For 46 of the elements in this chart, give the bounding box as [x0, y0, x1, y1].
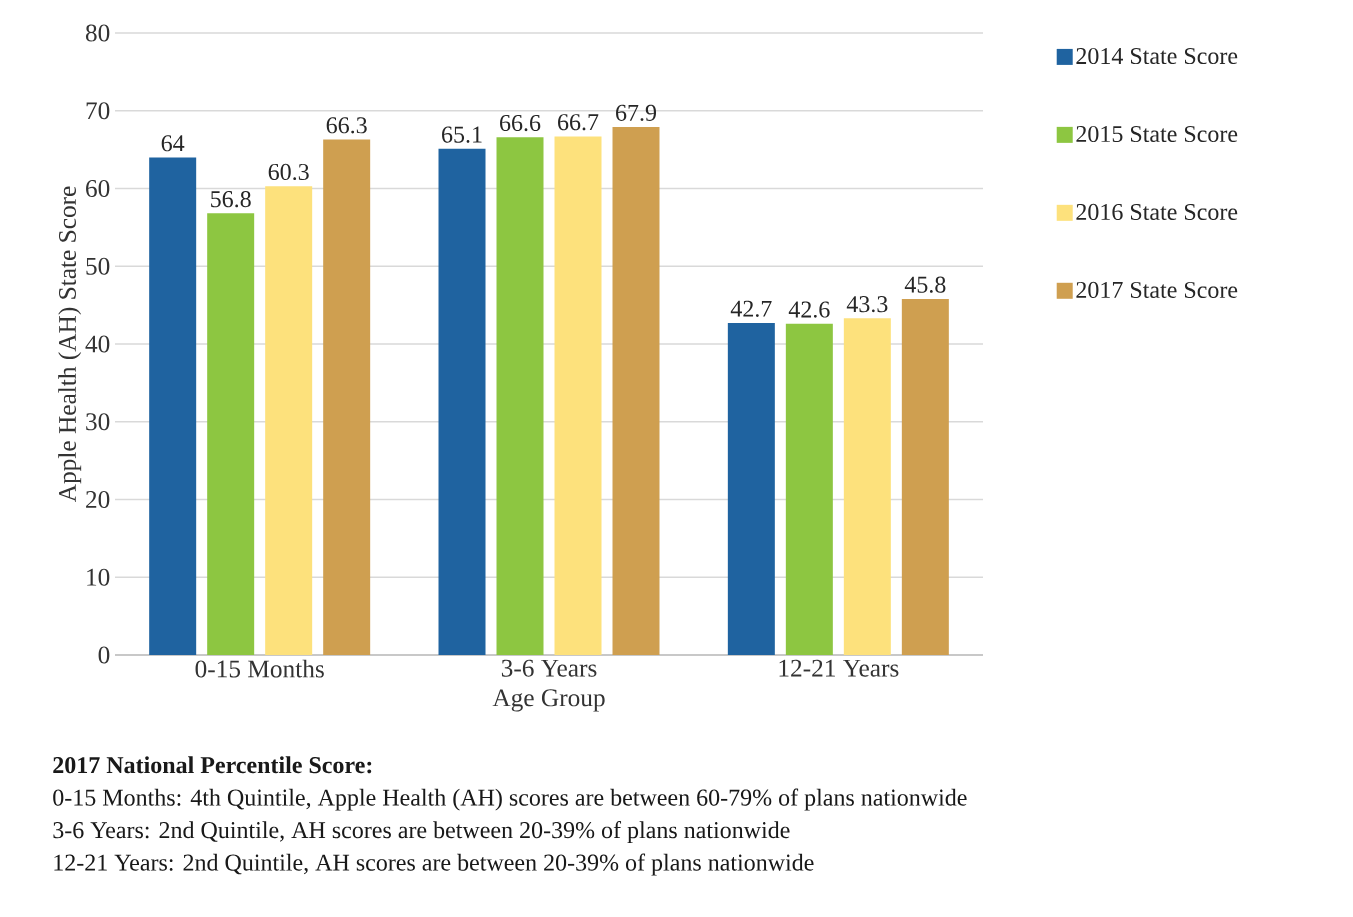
text: 3-6 Years: 2nd Quintile, AH scores are between 20-39% of plans nationwide — [53, 821, 790, 844]
data-label: 64 — [161, 135, 185, 152]
bar — [438, 148, 486, 655]
data-label: 66.6 — [500, 114, 541, 132]
data-label: 45.8 — [904, 276, 946, 293]
bar — [612, 127, 660, 655]
x-tick-label: 12-21 Years — [779, 659, 899, 677]
bar — [149, 157, 197, 655]
y-tick-label: 40 — [85, 335, 110, 353]
bar — [727, 323, 775, 655]
y-tick-label: 20 — [86, 490, 110, 509]
x-axis-title: Age Group — [492, 689, 605, 712]
data-label: 56.8 — [211, 191, 251, 208]
y-axis-title: Apple Health (AH) State Score — [58, 186, 82, 503]
x-tick-label: 0-15 Months — [195, 659, 324, 678]
x-tick-label: 3-6 Years — [501, 659, 597, 677]
y-tick-label: 60 — [86, 179, 110, 198]
bar — [843, 318, 891, 655]
bar — [496, 137, 544, 655]
data-label: 60.3 — [268, 163, 309, 181]
bar — [323, 139, 371, 655]
data-label: 66.3 — [326, 117, 367, 134]
legend-label: 2016 State Score — [1076, 203, 1238, 221]
y-tick-label: 50 — [86, 257, 110, 275]
legend-label: 2015 State Score — [1076, 125, 1238, 143]
bar — [901, 298, 949, 655]
data-label: 42.6 — [788, 301, 830, 318]
bar — [785, 323, 833, 655]
y-tick-label: 80 — [85, 24, 110, 42]
data-label: 67.9 — [616, 104, 657, 122]
data-label: 65.1 — [442, 126, 482, 143]
legend-label: 2017 State Score — [1076, 281, 1238, 298]
text: 0-15 Months: 4th Quintile, Apple Health (AH) scores are between 60-79% of plans nationwide — [53, 788, 967, 811]
text: 2017 National Percentile Score: — [53, 756, 372, 774]
data-label: 66.7 — [558, 114, 599, 131]
legend-label: 2014 State Score — [1076, 47, 1238, 65]
text: 12-21 Years: 2nd Quintile, AH scores are between 20-39% of plans nationwide — [54, 853, 814, 876]
y-tick-label: 10 — [87, 568, 110, 586]
bar — [554, 136, 602, 655]
data-label: 43.3 — [846, 296, 888, 313]
y-tick-label: 0 — [98, 646, 110, 664]
y-tick-label: 30 — [86, 413, 110, 431]
y-tick-label: 70 — [86, 102, 110, 120]
data-label: 42.7 — [730, 300, 772, 317]
bar — [265, 186, 313, 655]
bar — [207, 213, 255, 655]
